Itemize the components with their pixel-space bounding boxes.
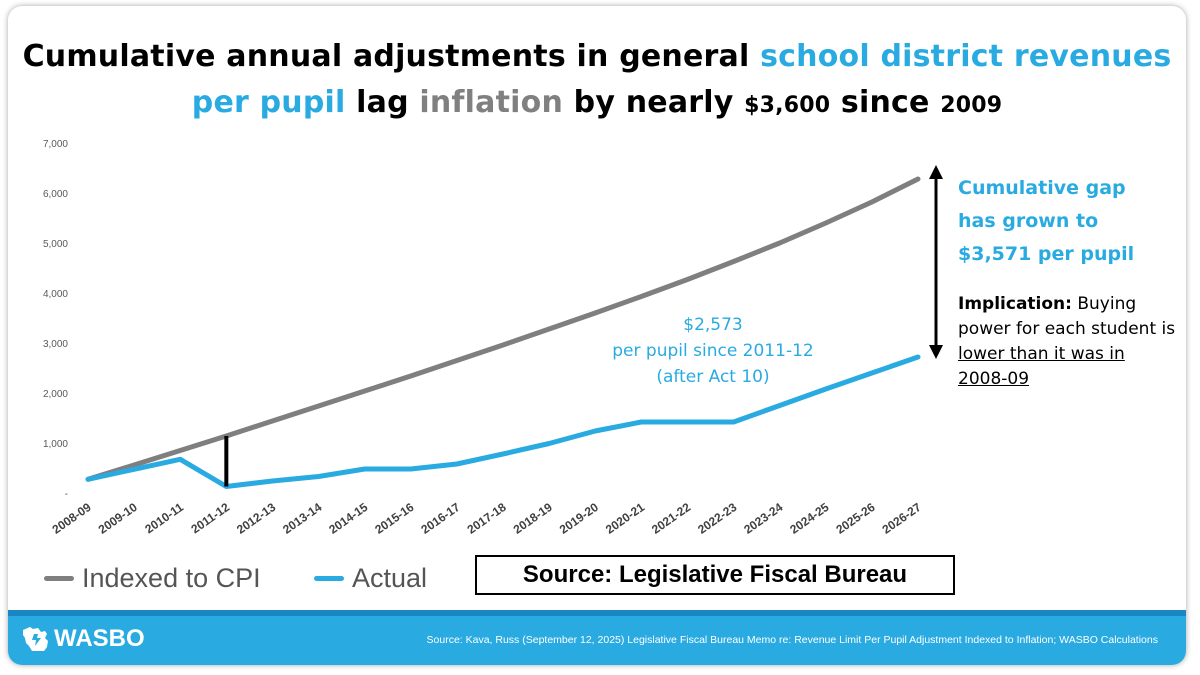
- y-tick-label: 7,000: [43, 139, 68, 150]
- footer-stripe: [8, 610, 1186, 616]
- x-tick-label: 2019-20: [557, 500, 601, 537]
- legend-item-cpi: Indexed to CPI: [44, 558, 261, 598]
- title-part-4: inflation: [419, 85, 564, 120]
- x-tick-label: 2015-16: [372, 500, 416, 537]
- title-part-2: school district revenues per pupil: [191, 39, 1172, 120]
- y-tick-label: 4,000: [43, 289, 68, 300]
- title-part-8: 2009: [940, 93, 1003, 118]
- x-tick-label: 2016-17: [418, 500, 462, 537]
- y-tick-label: 6,000: [43, 189, 68, 200]
- logo-text: WASBO: [54, 625, 145, 652]
- x-tick-label: 2026-27: [880, 500, 924, 537]
- y-tick-label: 2,000: [43, 389, 68, 400]
- x-tick-label: 2022-23: [695, 500, 739, 537]
- x-tick-label: 2020-21: [603, 500, 647, 537]
- implication-annotation: Implication: Buying power for each stude…: [958, 292, 1178, 392]
- title-part-6: $3,600: [744, 93, 831, 118]
- footer-source-citation: Source: Kava, Russ (September 12, 2025) …: [426, 634, 1158, 646]
- legend-item-actual: Actual: [314, 558, 427, 598]
- x-tick-label: 2011-12: [188, 500, 232, 537]
- x-tick-label: 2021-22: [649, 500, 693, 537]
- footer-bar: [8, 610, 1186, 665]
- mid-note-line1: $2,573: [683, 315, 743, 335]
- legend-label-cpi: Indexed to CPI: [82, 562, 261, 593]
- x-tick-label: 2024-25: [787, 500, 831, 537]
- x-tick-label: 2014-15: [326, 500, 370, 537]
- implication-text: Buying power for each student is: [958, 294, 1176, 339]
- slide-title: Cumulative annual adjustments in general…: [8, 34, 1186, 129]
- x-tick-label: 2018-19: [511, 500, 555, 537]
- y-tick-label: 1,000: [43, 439, 68, 450]
- y-tick-label: -: [65, 489, 68, 500]
- x-tick-label: 2012-13: [234, 500, 278, 537]
- arrow-head-up: [929, 165, 943, 179]
- title-part-7: since: [830, 85, 941, 120]
- legend-swatch-cpi: [44, 575, 74, 581]
- title-part-3: lag: [345, 85, 420, 120]
- wasbo-logo: WASBO: [20, 624, 145, 654]
- y-tick-label: 3,000: [43, 339, 68, 350]
- mid-note-line3: (after Act 10): [656, 367, 770, 387]
- arrow-head-down: [929, 345, 943, 359]
- implication-underline: lower than it was in 2008-09: [958, 344, 1125, 389]
- x-tick-label: 2008-09: [50, 500, 94, 537]
- x-tick-label: 2010-11: [142, 500, 186, 537]
- legend-swatch-actual: [314, 575, 344, 581]
- line-chart: - 1,000 2,000 3,000 4,000 5,000 6,000 7,000 2008…: [43, 139, 943, 537]
- x-tick-label: 2023-24: [741, 500, 785, 537]
- wisconsin-state-icon: [23, 627, 48, 651]
- x-tick-label: 2013-14: [280, 500, 324, 537]
- cumulative-gap-annotation: Cumulative gap has grown to $3,571 per p…: [958, 177, 1135, 265]
- mid-note-line2: per pupil since 2011-12: [612, 341, 814, 361]
- implication-bold: Implication:: [958, 294, 1072, 314]
- post-act10-annotation: $2,573 per pupil since 2011-12 (after Ac…: [588, 312, 838, 390]
- x-tick-label: 2009-10: [96, 500, 140, 537]
- y-tick-label: 5,000: [43, 239, 68, 250]
- x-tick-label: 2025-26: [833, 500, 877, 537]
- x-tick-label: 2017-18: [465, 500, 509, 537]
- title-part-1: Cumulative annual adjustments in general: [22, 39, 761, 74]
- title-part-5: by nearly: [563, 85, 745, 120]
- slide: Cumulative annual adjustments in general…: [8, 6, 1186, 665]
- legend-label-actual: Actual: [352, 562, 428, 593]
- source-box: Source: Legislative Fiscal Bureau: [475, 555, 955, 595]
